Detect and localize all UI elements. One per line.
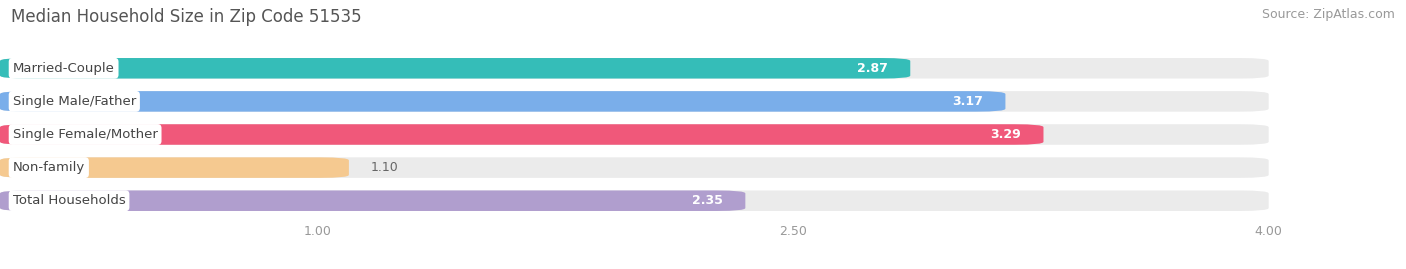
Text: 3.17: 3.17 [952, 95, 983, 108]
FancyBboxPatch shape [0, 190, 1268, 211]
Text: Single Male/Father: Single Male/Father [13, 95, 136, 108]
Text: Married-Couple: Married-Couple [13, 62, 114, 75]
FancyBboxPatch shape [0, 190, 745, 211]
FancyBboxPatch shape [0, 157, 349, 178]
Text: 1.10: 1.10 [371, 161, 399, 174]
Text: 2.87: 2.87 [858, 62, 889, 75]
Text: Source: ZipAtlas.com: Source: ZipAtlas.com [1261, 8, 1395, 21]
FancyBboxPatch shape [0, 91, 1005, 112]
Text: 3.29: 3.29 [991, 128, 1021, 141]
FancyBboxPatch shape [0, 91, 1268, 112]
FancyBboxPatch shape [0, 124, 1043, 145]
Text: Non-family: Non-family [13, 161, 84, 174]
FancyBboxPatch shape [0, 157, 1268, 178]
FancyBboxPatch shape [0, 58, 910, 79]
Text: Total Households: Total Households [13, 194, 125, 207]
FancyBboxPatch shape [0, 58, 1268, 79]
Text: Median Household Size in Zip Code 51535: Median Household Size in Zip Code 51535 [11, 8, 361, 26]
Text: Single Female/Mother: Single Female/Mother [13, 128, 157, 141]
Text: 2.35: 2.35 [692, 194, 723, 207]
FancyBboxPatch shape [0, 124, 1268, 145]
